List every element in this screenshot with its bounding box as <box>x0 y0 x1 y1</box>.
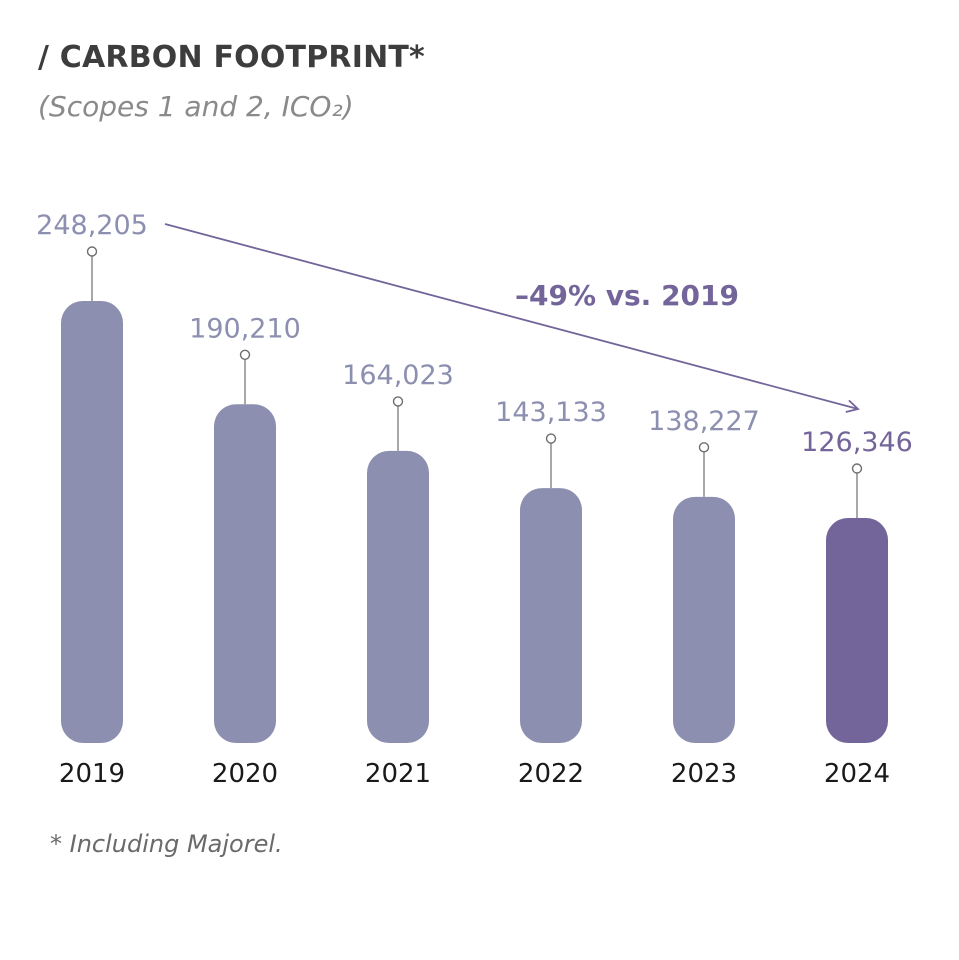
category-label-2022: 2022 <box>518 759 584 789</box>
bar-stem-marker-2021 <box>392 396 404 407</box>
bar-stem-marker-2024 <box>851 463 863 474</box>
chart-title: / CARBON FOOTPRINT* <box>38 40 425 75</box>
value-label-2022: 143,133 <box>495 397 607 428</box>
category-label-2023: 2023 <box>671 759 737 789</box>
trend-arrow <box>164 223 860 413</box>
category-label-2020: 2020 <box>212 759 278 789</box>
trend-annotation: –49% vs. 2019 <box>515 279 739 312</box>
value-label-2023: 138,227 <box>648 406 760 437</box>
category-label-2021: 2021 <box>365 759 431 789</box>
value-label-2019: 248,205 <box>36 210 148 241</box>
chart-subtitle: (Scopes 1 and 2, ICO₂) <box>38 90 354 123</box>
bar-2021 <box>367 450 429 743</box>
value-label-2020: 190,210 <box>189 313 301 344</box>
bar-stem-marker-2019 <box>86 246 98 257</box>
category-label-2024: 2024 <box>824 759 890 789</box>
footnote: * Including Majorel. <box>50 830 283 858</box>
bar-stem-marker-2022 <box>545 433 557 444</box>
bar-2023 <box>673 496 735 743</box>
category-label-2019: 2019 <box>59 759 125 789</box>
bar-stem-marker-2020 <box>239 349 251 360</box>
value-label-2024: 126,346 <box>801 427 913 458</box>
bar-2020 <box>214 404 276 743</box>
bar-stem-marker-2023 <box>698 442 710 453</box>
bar-2022 <box>520 488 582 743</box>
value-label-2021: 164,023 <box>342 360 454 391</box>
bar-2024 <box>826 518 888 743</box>
bar-2019 <box>61 301 123 743</box>
